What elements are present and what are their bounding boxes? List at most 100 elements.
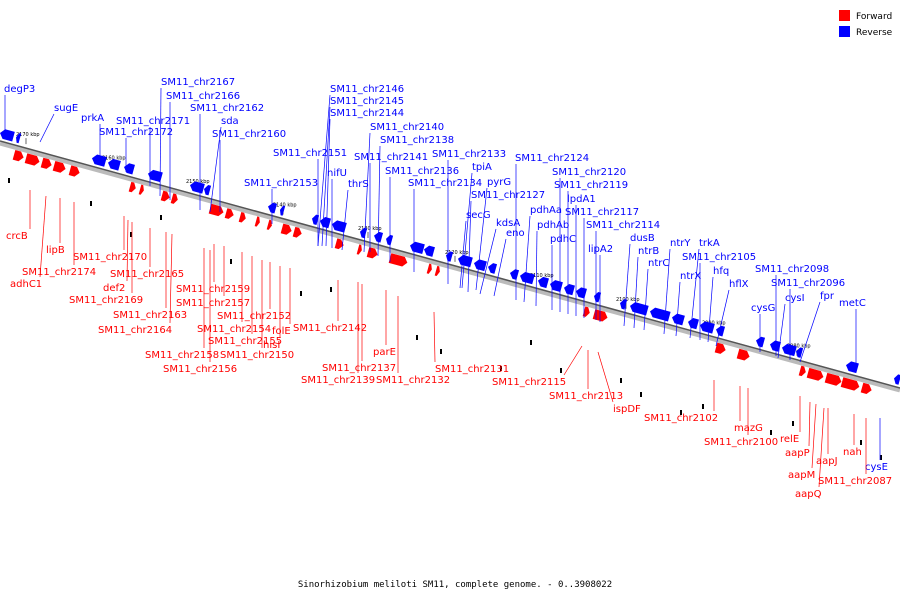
gene-label-dusb[interactable]: dusB xyxy=(630,233,655,244)
gene-label-mazg[interactable]: mazG xyxy=(734,423,763,434)
gene-label-sm11-chr2136[interactable]: SM11_chr2136 xyxy=(385,166,459,177)
gene-label-sm11-chr2158[interactable]: SM11_chr2158 xyxy=(145,350,219,361)
forward-gene-arrow xyxy=(128,181,136,193)
gene-label-def2[interactable]: def2 xyxy=(103,283,125,294)
gene-label-sm11-chr2140[interactable]: SM11_chr2140 xyxy=(370,122,444,133)
gene-label-metc[interactable]: metC xyxy=(839,298,866,309)
gene-label-cysi[interactable]: cysI xyxy=(785,293,805,304)
gene-label-ntrb[interactable]: ntrB xyxy=(638,246,659,257)
gene-label-suge[interactable]: sugE xyxy=(54,103,78,114)
gene-label-sm11-chr2142[interactable]: SM11_chr2142 xyxy=(293,323,367,334)
gene-label-crcb[interactable]: crcB xyxy=(6,231,28,242)
gene-label-sda[interactable]: sda xyxy=(221,116,239,127)
gene-label-sm11-chr2098[interactable]: SM11_chr2098 xyxy=(755,264,829,275)
gene-label-ntry[interactable]: ntrY xyxy=(670,238,691,249)
gene-label-pdhab[interactable]: pdhAb xyxy=(537,220,569,231)
gene-label-sm11-chr2124[interactable]: SM11_chr2124 xyxy=(515,153,589,164)
gene-label-sm11-chr2146[interactable]: SM11_chr2146 xyxy=(330,84,404,95)
gene-label-prka[interactable]: prkA xyxy=(81,113,104,124)
tick-label: 2110 kbp xyxy=(530,273,554,279)
gene-label-eno[interactable]: eno xyxy=(506,228,525,239)
gene-label-sm11-chr2170[interactable]: SM11_chr2170 xyxy=(73,252,147,263)
gene-label-sm11-chr2151[interactable]: SM11_chr2151 xyxy=(273,148,347,159)
gene-label-sm11-chr2115[interactable]: SM11_chr2115 xyxy=(492,377,566,388)
gene-label-aapm[interactable]: aapM xyxy=(788,470,815,481)
gene-label-sm11-chr2138[interactable]: SM11_chr2138 xyxy=(380,135,454,146)
gene-label-sm11-chr2141[interactable]: SM11_chr2141 xyxy=(354,152,428,163)
gene-label-sm11-chr2096[interactable]: SM11_chr2096 xyxy=(771,278,845,289)
gene-label-sm11-chr2154[interactable]: SM11_chr2154 xyxy=(197,324,271,335)
gene-label-sm11-chr2164[interactable]: SM11_chr2164 xyxy=(98,325,172,336)
gene-label-sm11-chr2171[interactable]: SM11_chr2171 xyxy=(116,116,190,127)
gene-label-sm11-chr2156[interactable]: SM11_chr2156 xyxy=(163,364,237,375)
gene-label-pdhc[interactable]: pdhC xyxy=(550,234,576,245)
gene-label-degp3[interactable]: degP3 xyxy=(4,84,35,95)
gene-label-sm11-chr2169[interactable]: SM11_chr2169 xyxy=(69,295,143,306)
leader-line xyxy=(39,195,47,278)
gene-label-sm11-chr2131[interactable]: SM11_chr2131 xyxy=(435,364,509,375)
gene-label-sm11-chr2117[interactable]: SM11_chr2117 xyxy=(565,207,639,218)
gene-label-pare[interactable]: parE xyxy=(373,347,396,358)
gene-label-cysg[interactable]: cysG xyxy=(751,303,775,314)
gene-label-sm11-chr2100[interactable]: SM11_chr2100 xyxy=(704,437,778,448)
gene-label-lipb[interactable]: lipB xyxy=(46,245,65,256)
gene-label-sm11-chr2134[interactable]: SM11_chr2134 xyxy=(408,178,482,189)
gene-label-ispdf[interactable]: ispDF xyxy=(613,404,641,415)
gene-label-sm11-chr2113[interactable]: SM11_chr2113 xyxy=(549,391,623,402)
gene-label-sm11-chr2162[interactable]: SM11_chr2162 xyxy=(190,103,264,114)
gene-label-cyse[interactable]: cysE xyxy=(865,462,888,473)
gene-label-sm11-chr2105[interactable]: SM11_chr2105 xyxy=(682,252,756,263)
gene-label-sm11-chr2150[interactable]: SM11_chr2150 xyxy=(220,350,294,361)
gene-label-sm11-chr2153[interactable]: SM11_chr2153 xyxy=(244,178,318,189)
gene-label-sm11-chr2157[interactable]: SM11_chr2157 xyxy=(176,298,250,309)
gene-label-ntrx[interactable]: ntrX xyxy=(680,271,701,282)
gene-label-fpr[interactable]: fpr xyxy=(820,291,835,302)
gene-label-sm11-chr2087[interactable]: SM11_chr2087 xyxy=(818,476,892,487)
gene-label-sm11-chr2166[interactable]: SM11_chr2166 xyxy=(166,91,240,102)
gene-label-sm11-chr2114[interactable]: SM11_chr2114 xyxy=(586,220,660,231)
gene-label-tpia[interactable]: tpiA xyxy=(472,162,492,173)
gene-label-nifu[interactable]: nifU xyxy=(327,168,347,179)
gene-label-lpda1[interactable]: lpdA1 xyxy=(567,194,596,205)
gene-label-ntrc[interactable]: ntrC xyxy=(648,258,669,269)
gene-label-lipa2[interactable]: lipA2 xyxy=(588,244,613,255)
gene-label-pdhaa[interactable]: pdhAa xyxy=(530,205,562,216)
gene-label-aapp[interactable]: aapP xyxy=(785,448,810,459)
gene-label-sm11-chr2160[interactable]: SM11_chr2160 xyxy=(212,129,286,140)
gene-label-sm11-chr2174[interactable]: SM11_chr2174 xyxy=(22,267,96,278)
gene-label-sm11-chr2133[interactable]: SM11_chr2133 xyxy=(432,149,506,160)
gene-label-adhc1[interactable]: adhC1 xyxy=(10,279,42,290)
gene-label-sm11-chr2145[interactable]: SM11_chr2145 xyxy=(330,96,404,107)
gene-label-sm11-chr2159[interactable]: SM11_chr2159 xyxy=(176,284,250,295)
gene-label-trka[interactable]: trkA xyxy=(699,238,720,249)
gene-label-kdsa[interactable]: kdsA xyxy=(496,218,520,229)
leader-line xyxy=(818,407,825,488)
gene-label-aapq[interactable]: aapQ xyxy=(795,489,822,500)
gene-label-sm11-chr2137[interactable]: SM11_chr2137 xyxy=(322,363,396,374)
gene-label-rele[interactable]: relE xyxy=(780,434,799,445)
reverse-gene-arrow xyxy=(716,325,726,337)
gene-label-hflx[interactable]: hflX xyxy=(729,279,749,290)
gene-label-sm11-chr2152[interactable]: SM11_chr2152 xyxy=(217,311,291,322)
gene-label-sm11-chr2163[interactable]: SM11_chr2163 xyxy=(113,310,187,321)
gene-label-sm11-chr2102[interactable]: SM11_chr2102 xyxy=(644,413,718,424)
gene-label-hfq[interactable]: hfq xyxy=(713,266,729,277)
gene-label-sm11-chr2139[interactable]: SM11_chr2139 xyxy=(301,375,375,386)
gene-label-hisi[interactable]: hisI xyxy=(263,340,280,351)
gene-label-thrs[interactable]: thrS xyxy=(348,179,369,190)
gene-label-secg[interactable]: secG xyxy=(466,210,491,221)
gene-label-aapj[interactable]: aapJ xyxy=(816,456,838,467)
gene-label-sm11-chr2167[interactable]: SM11_chr2167 xyxy=(161,77,235,88)
gene-label-sm11-chr2155[interactable]: SM11_chr2155 xyxy=(208,336,282,347)
gene-label-pyrg[interactable]: pyrG xyxy=(487,177,511,188)
gene-label-sm11-chr2127[interactable]: SM11_chr2127 xyxy=(471,190,545,201)
gene-label-nah[interactable]: nah xyxy=(843,447,862,458)
gene-label-fole[interactable]: folE xyxy=(272,326,291,337)
gene-label-sm11-chr2165[interactable]: SM11_chr2165 xyxy=(110,269,184,280)
gene-label-sm11-chr2120[interactable]: SM11_chr2120 xyxy=(552,167,626,178)
gene-label-sm11-chr2172[interactable]: SM11_chr2172 xyxy=(99,127,173,138)
gene-label-sm11-chr2144[interactable]: SM11_chr2144 xyxy=(330,108,404,119)
gene-label-sm11-chr2119[interactable]: SM11_chr2119 xyxy=(554,180,628,191)
reverse-gene-arrow xyxy=(280,205,286,216)
gene-label-sm11-chr2132[interactable]: SM11_chr2132 xyxy=(376,375,450,386)
